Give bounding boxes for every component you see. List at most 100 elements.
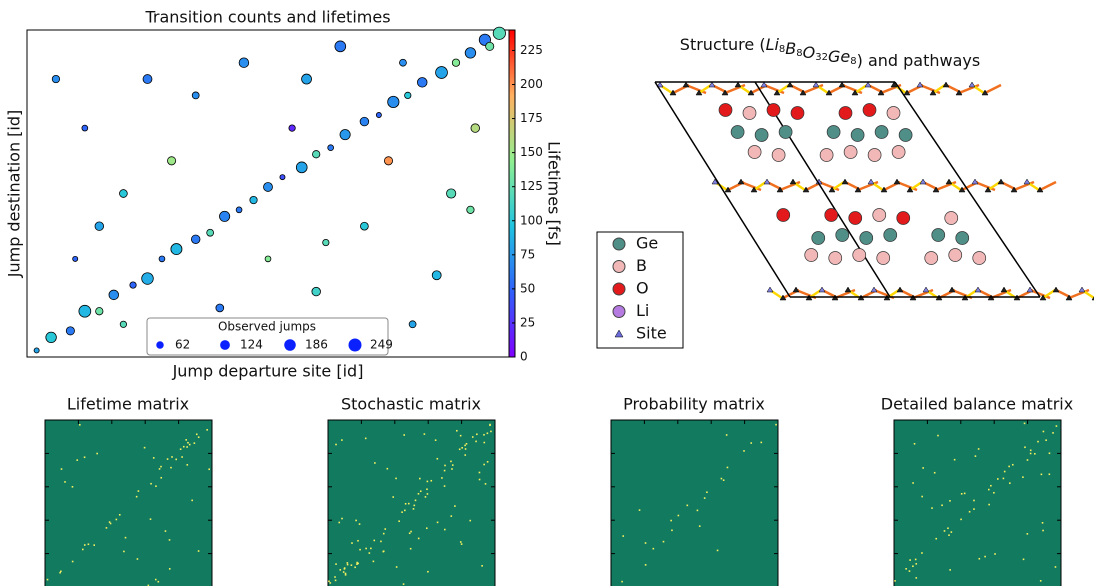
speck (160, 477, 162, 479)
speck (678, 515, 680, 517)
atom (868, 149, 881, 162)
atom (791, 107, 804, 120)
matrix (894, 420, 1061, 586)
speck (430, 480, 432, 482)
speck (937, 435, 939, 437)
speck (420, 490, 422, 492)
matrix (611, 420, 778, 586)
speck (335, 444, 337, 446)
colorbar-tick-label: 25 (520, 315, 535, 329)
legend-marker (613, 238, 625, 250)
speck (106, 527, 108, 529)
point (142, 273, 154, 285)
figure: Transition counts and lifetimesJump depa… (0, 0, 1094, 586)
speck (84, 544, 86, 546)
atom (812, 232, 825, 245)
point (447, 189, 456, 198)
atom (731, 126, 744, 139)
speck (84, 456, 86, 458)
point (109, 290, 119, 300)
point (95, 222, 104, 231)
atom (767, 104, 780, 117)
speck (425, 496, 427, 498)
speck (72, 486, 74, 488)
speck (159, 468, 161, 470)
atom (772, 149, 785, 162)
speck (410, 531, 412, 533)
site (946, 179, 952, 184)
speck (454, 505, 456, 507)
speck (469, 520, 471, 522)
speck (191, 500, 193, 502)
speck (435, 439, 437, 441)
matrix-title: Detailed balance matrix (881, 395, 1073, 414)
speck (951, 531, 953, 533)
speck (167, 458, 169, 460)
speck (671, 530, 673, 532)
speck (155, 485, 157, 487)
point (405, 92, 411, 98)
speck (947, 527, 949, 529)
speck (370, 548, 372, 550)
speck (437, 458, 439, 460)
speck (150, 483, 152, 485)
atom (956, 232, 969, 245)
speck (954, 459, 956, 461)
speck (47, 579, 49, 581)
speck (670, 520, 672, 522)
y-axis-label: Jump destination [id] (5, 110, 24, 279)
speck (1042, 530, 1044, 532)
speck (341, 518, 343, 520)
atom (949, 249, 962, 262)
speck (125, 537, 127, 539)
atom (719, 104, 732, 117)
speck (487, 461, 489, 463)
speck (59, 572, 61, 574)
point (159, 256, 165, 262)
speck (993, 492, 995, 494)
speck (356, 562, 358, 564)
speck (1034, 453, 1036, 455)
speck (450, 515, 452, 517)
title-part: Structure ( (680, 35, 766, 54)
speck (922, 467, 924, 469)
point (360, 117, 369, 126)
speck (979, 558, 981, 560)
point (465, 48, 476, 59)
speck (387, 468, 389, 470)
speck (426, 488, 428, 490)
legend-label: Site (636, 324, 667, 343)
legend-marker (284, 339, 296, 351)
speck (1056, 425, 1058, 427)
point (66, 327, 74, 335)
point (486, 42, 494, 50)
point (143, 75, 152, 84)
point (388, 96, 399, 107)
x-axis-label: Jump departure site [id] (172, 362, 364, 381)
speck (721, 478, 723, 480)
speck (444, 485, 446, 487)
speck (93, 544, 95, 546)
speck (476, 433, 478, 435)
speck (170, 467, 172, 469)
point (236, 207, 242, 213)
title-part: ) and pathways (857, 51, 981, 70)
speck (717, 550, 719, 552)
speck (994, 553, 996, 555)
point (79, 305, 91, 317)
speck (1008, 466, 1010, 468)
legend-marker (613, 261, 625, 273)
atom (932, 229, 945, 242)
speck (909, 570, 911, 572)
speck (426, 527, 428, 529)
speck (456, 430, 458, 432)
point (171, 244, 182, 255)
point (409, 321, 416, 328)
site (1079, 287, 1085, 292)
speck (441, 477, 443, 479)
speck (418, 538, 420, 540)
speck (489, 424, 491, 426)
speck (941, 504, 943, 506)
speck (750, 442, 752, 444)
speck (723, 479, 725, 481)
